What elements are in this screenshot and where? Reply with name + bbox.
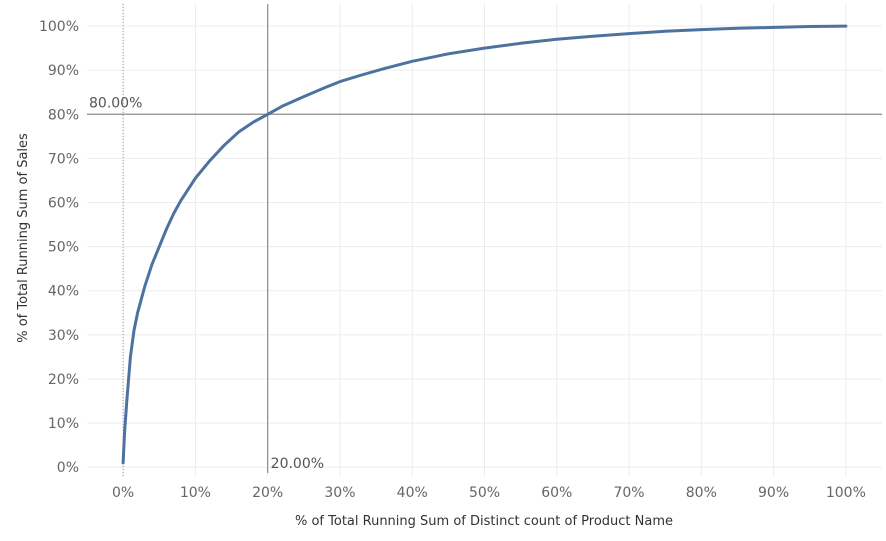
reference-lines: 80.00% 20.00%: [87, 4, 882, 473]
reference-label-x: 20.00%: [271, 456, 324, 472]
y-tick-label: 10%: [48, 416, 79, 432]
x-tick-label: 90%: [758, 485, 789, 501]
series-line: [121, 24, 848, 465]
y-tick-label: 20%: [48, 372, 79, 388]
x-tick-label: 20%: [252, 485, 283, 501]
x-axis-title: % of Total Running Sum of Distinct count…: [295, 514, 673, 529]
y-axis-title: % of Total Running Sum of Sales: [16, 133, 31, 343]
y-tick-label: 50%: [48, 240, 79, 256]
x-tick-label: 80%: [686, 485, 717, 501]
x-tick-label: 100%: [826, 485, 866, 501]
y-tick-label: 100%: [39, 19, 79, 35]
y-tick-label: 30%: [48, 328, 79, 344]
x-tick-label: 60%: [541, 485, 572, 501]
y-tick-label: 40%: [48, 284, 79, 300]
y-tick-label: 80%: [48, 107, 79, 123]
x-tick-label: 70%: [613, 485, 644, 501]
y-tick-label: 0%: [57, 460, 79, 476]
x-axis-ticks: 0% 10% 20% 30% 40% 50% 60% 70% 80% 90% 100%: [112, 485, 866, 501]
x-tick-label: 40%: [397, 485, 428, 501]
y-tick-label: 90%: [48, 63, 79, 79]
x-tick-label: 50%: [469, 485, 500, 501]
gridlines: [87, 4, 882, 476]
x-tick-label: 0%: [112, 485, 134, 501]
y-tick-label: 60%: [48, 196, 79, 212]
x-tick-label: 10%: [180, 485, 211, 501]
y-axis-ticks: 0% 10% 20% 30% 40% 50% 60% 70% 80% 90% 100%: [39, 19, 79, 476]
reference-label-y: 80.00%: [89, 95, 142, 111]
y-tick-label: 70%: [48, 151, 79, 167]
x-tick-label: 30%: [324, 485, 355, 501]
